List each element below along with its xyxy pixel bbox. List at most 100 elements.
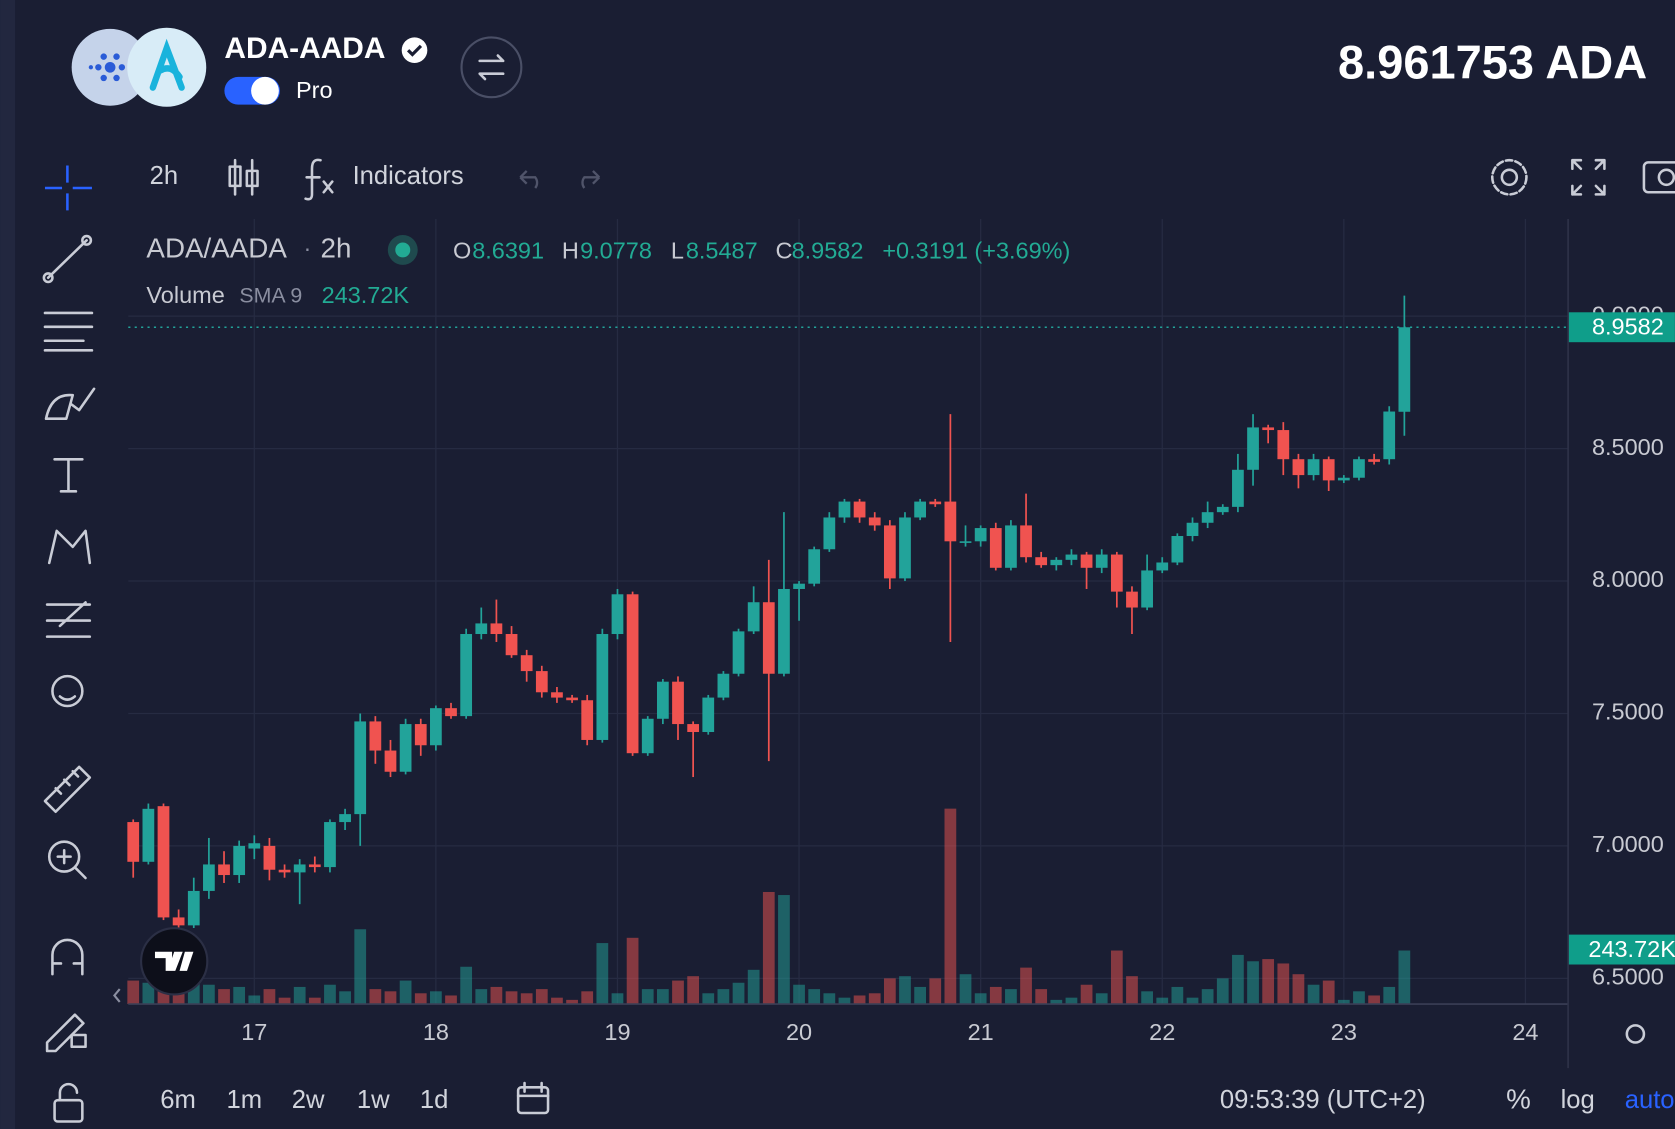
range-button[interactable]: 1m bbox=[227, 1086, 263, 1114]
scroll-left[interactable] bbox=[112, 988, 121, 1003]
volume-bar bbox=[308, 997, 321, 1005]
candle-body bbox=[172, 917, 185, 926]
volume-bar bbox=[687, 976, 700, 1005]
candle-body bbox=[1186, 522, 1199, 537]
brush-tool[interactable] bbox=[44, 387, 96, 420]
volume-bar bbox=[187, 982, 200, 1005]
x-tick-label: 21 bbox=[968, 1019, 994, 1045]
emoji-tool[interactable] bbox=[51, 674, 84, 708]
log-toggle[interactable]: log bbox=[1561, 1086, 1595, 1114]
crosshair-tool[interactable] bbox=[44, 165, 92, 211]
volume-bar bbox=[1005, 989, 1017, 1005]
x-tick-label: 19 bbox=[604, 1019, 630, 1045]
candle-body bbox=[339, 814, 351, 823]
ruler-tool[interactable] bbox=[43, 765, 92, 814]
range-button[interactable]: 6m bbox=[160, 1086, 196, 1114]
candle-body bbox=[475, 623, 488, 635]
candle-body bbox=[793, 583, 805, 589]
settings[interactable] bbox=[1500, 168, 1519, 187]
line-tool[interactable] bbox=[46, 239, 88, 279]
h-label: H bbox=[562, 237, 579, 263]
range-button[interactable]: 2w bbox=[292, 1086, 325, 1114]
auto-toggle[interactable]: auto bbox=[1625, 1086, 1675, 1114]
fullscreen[interactable] bbox=[1571, 158, 1606, 196]
volume-bar bbox=[172, 993, 185, 1005]
volume-bar bbox=[535, 989, 548, 1005]
volume-bar bbox=[868, 993, 881, 1005]
candle-body bbox=[278, 869, 291, 873]
l-value: 8.5487 bbox=[686, 237, 758, 263]
swap-button[interactable] bbox=[460, 36, 523, 99]
percent-toggle[interactable]: % bbox=[1506, 1084, 1531, 1115]
zoom-tool[interactable] bbox=[47, 840, 81, 873]
candle-body bbox=[1216, 506, 1229, 513]
status-dot bbox=[395, 242, 411, 258]
candle-body bbox=[1035, 557, 1048, 566]
volume-bar bbox=[899, 976, 911, 1005]
candle-body bbox=[566, 697, 578, 701]
candle-body bbox=[445, 708, 457, 717]
legend-sep: · bbox=[303, 235, 311, 261]
date-range-icon[interactable] bbox=[516, 1086, 550, 1115]
candle-body bbox=[142, 808, 155, 862]
fib-tool[interactable] bbox=[43, 311, 94, 352]
change: +0.3191 (+3.69%) bbox=[882, 237, 1070, 263]
candle-body bbox=[596, 634, 609, 740]
undo[interactable] bbox=[519, 170, 539, 189]
candle-body bbox=[399, 724, 412, 772]
lock-drawing-tool[interactable] bbox=[45, 1013, 85, 1053]
tv-logo-mark bbox=[154, 951, 194, 971]
ohlc-legend: O 8.6391 H 9.0778 L 8.5487 C 8.9582 +0.3… bbox=[453, 237, 1070, 263]
screenshot[interactable] bbox=[1642, 161, 1675, 194]
volume-bar bbox=[581, 991, 594, 1005]
swap-icon bbox=[478, 54, 505, 81]
volume-label: Volume bbox=[146, 282, 224, 308]
candle-body bbox=[899, 517, 911, 579]
candle-body bbox=[1201, 512, 1214, 523]
candle-body bbox=[551, 692, 563, 698]
candle-body bbox=[1292, 459, 1305, 476]
candle-body bbox=[430, 708, 442, 746]
candle-body bbox=[581, 700, 594, 740]
candle-body bbox=[248, 843, 261, 849]
candle-body bbox=[1050, 559, 1063, 566]
range-button[interactable]: 1w bbox=[357, 1086, 390, 1114]
candle-body bbox=[656, 681, 669, 719]
c-value: 8.9582 bbox=[792, 237, 864, 263]
volume-bar bbox=[354, 929, 367, 1005]
range-button[interactable]: 1d bbox=[420, 1086, 449, 1114]
volume-bar bbox=[218, 989, 230, 1005]
candle-body bbox=[308, 864, 321, 868]
y-tick-label: 8.0000 bbox=[1592, 566, 1664, 592]
candle-body bbox=[929, 501, 942, 505]
candle-body bbox=[1353, 459, 1365, 478]
pattern-tool[interactable] bbox=[47, 529, 92, 565]
volume-bar bbox=[944, 808, 957, 1005]
candle-body bbox=[778, 588, 790, 674]
volume-bar bbox=[278, 997, 291, 1005]
candle-body bbox=[127, 822, 140, 862]
candle-body bbox=[1065, 554, 1078, 560]
candle-body bbox=[1262, 427, 1275, 431]
volume-bar bbox=[732, 982, 745, 1005]
y-tick-label: 7.0000 bbox=[1592, 831, 1664, 857]
volume-bar bbox=[989, 986, 1002, 1005]
prediction-tool[interactable] bbox=[45, 601, 92, 638]
indicators-button[interactable]: Indicators bbox=[353, 162, 464, 190]
volume-bar bbox=[929, 978, 942, 1005]
magnet-tool[interactable] bbox=[51, 938, 84, 976]
axis-settings[interactable] bbox=[1625, 1024, 1646, 1044]
candle-body bbox=[1383, 411, 1396, 460]
candle-body bbox=[1020, 525, 1032, 558]
candle-body bbox=[626, 594, 639, 754]
text-tool[interactable] bbox=[53, 458, 84, 493]
interval-button[interactable]: 2h bbox=[150, 162, 179, 190]
volume-bar bbox=[1383, 986, 1396, 1005]
redo[interactable] bbox=[581, 170, 601, 189]
candle-body bbox=[959, 541, 972, 543]
volume-bar bbox=[142, 982, 155, 1005]
candle-body bbox=[974, 528, 987, 542]
unlock-tool[interactable] bbox=[53, 1098, 84, 1123]
candle-body bbox=[1337, 477, 1350, 481]
volume-bar bbox=[1337, 999, 1350, 1005]
